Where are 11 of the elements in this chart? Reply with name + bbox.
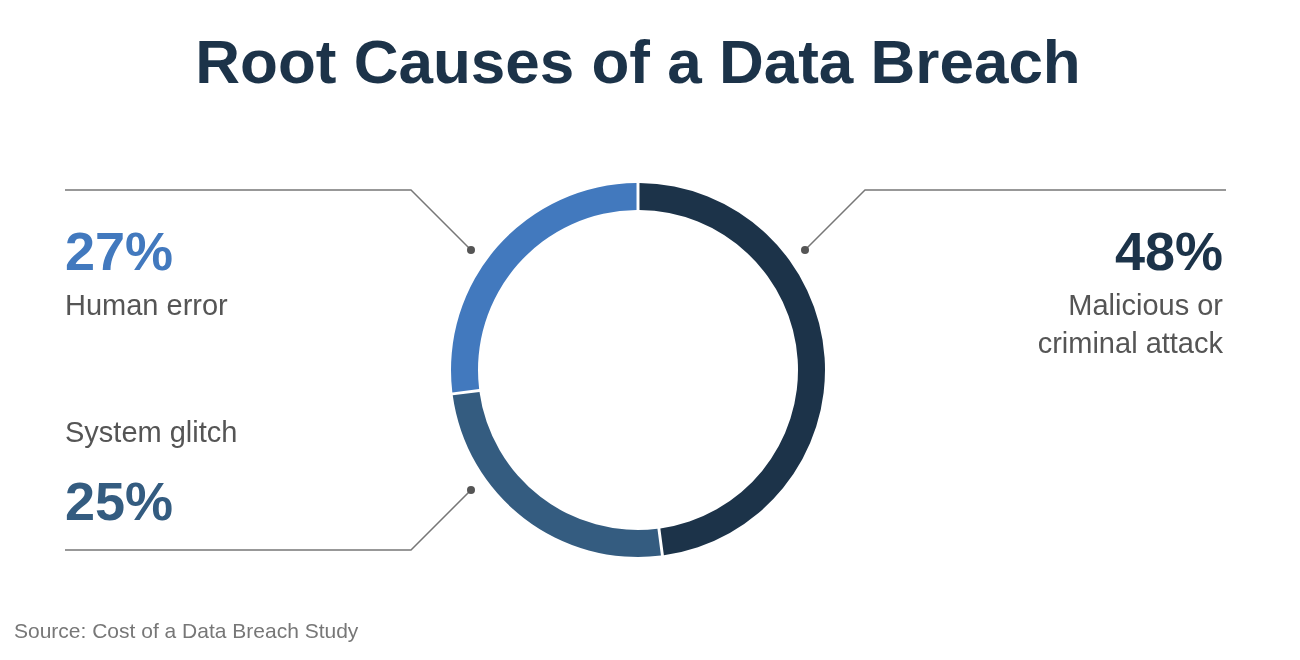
data-label: 27% — [65, 221, 174, 281]
slice-label: System glitch — [65, 416, 238, 448]
chart-title: Root Causes of a Data Breach — [195, 27, 1081, 96]
donut-slice — [639, 183, 825, 556]
donut-slice — [451, 183, 637, 393]
slice-label: Human error — [65, 289, 229, 321]
data-label: 48% — [1114, 221, 1223, 281]
data-label: 25% — [65, 471, 174, 531]
source-note: Source: Cost of a Data Breach Study — [14, 619, 359, 642]
donut-slice — [452, 391, 661, 557]
slice-label: Malicious or criminal attack — [1037, 289, 1224, 359]
